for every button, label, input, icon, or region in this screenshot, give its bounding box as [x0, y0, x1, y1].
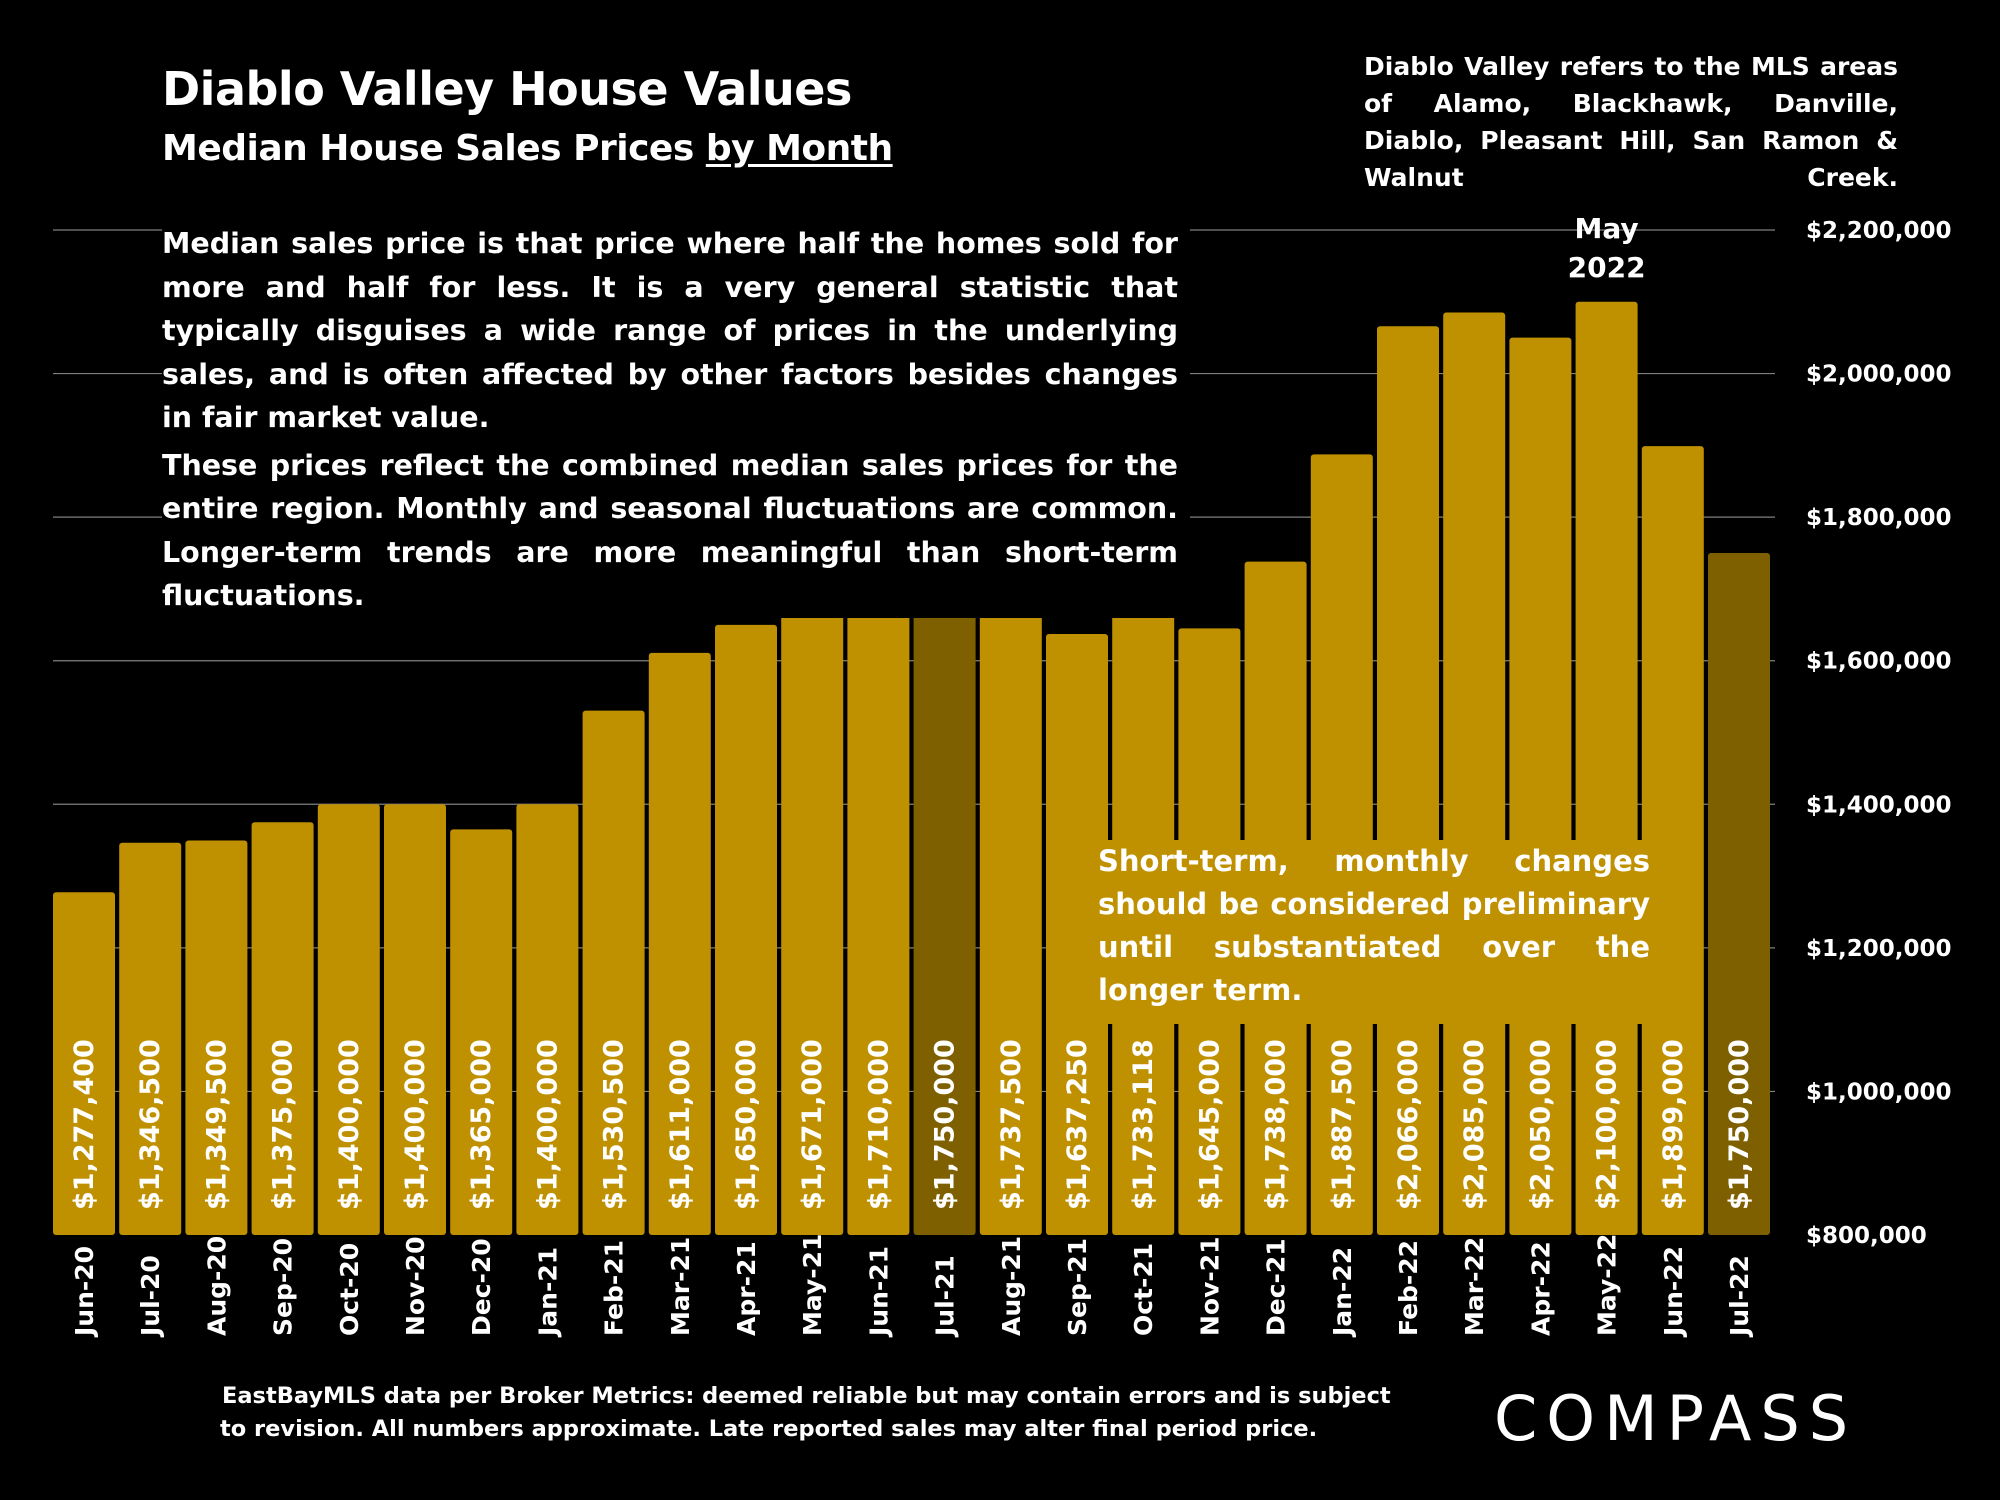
bar: [317, 804, 380, 1235]
bar-value-label: $2,100,000: [1592, 1039, 1623, 1210]
bar-value-label: $1,400,000: [532, 1039, 563, 1210]
x-tick-label: Jun-22: [1659, 1246, 1688, 1338]
x-tick-label: Jul-20: [136, 1255, 165, 1338]
bar-value-label: $1,710,000: [863, 1039, 894, 1210]
y-tick-label: $2,200,000: [1806, 218, 1952, 244]
x-tick-label: Sep-20: [269, 1238, 298, 1336]
bar: [1046, 633, 1108, 1235]
x-tick-label: Aug-21: [997, 1236, 1026, 1336]
bar: [1641, 446, 1704, 1235]
x-tick-label: Apr-22: [1526, 1241, 1555, 1336]
y-tick-label: $2,000,000: [1806, 362, 1952, 388]
bar-value-label: $1,400,000: [334, 1039, 365, 1210]
bar-value-label: $2,050,000: [1525, 1039, 1556, 1210]
bar: [53, 892, 115, 1235]
bar-value-label: $1,750,000: [1724, 1039, 1755, 1210]
x-tick-label: Dec-20: [467, 1238, 496, 1336]
bar: [516, 804, 579, 1235]
bar-value-label: $1,530,500: [599, 1039, 630, 1210]
bar-value-label: $1,637,250: [1062, 1039, 1093, 1210]
y-tick-label: $1,800,000: [1806, 505, 1952, 531]
footnote-line-1: EastBayMLS data per Broker Metrics: deem…: [222, 1383, 1391, 1409]
x-tick-label: May-22: [1593, 1234, 1622, 1336]
bar-value-label: $1,346,500: [135, 1039, 166, 1210]
y-tick-label: $1,400,000: [1806, 792, 1952, 818]
bar-value-label: $1,650,000: [731, 1039, 762, 1210]
bar: [648, 652, 711, 1235]
callout-line: May: [1575, 212, 1639, 245]
x-tick-label: May-21: [798, 1234, 827, 1336]
bar-value-label: $1,365,000: [466, 1039, 497, 1210]
x-tick-label: Jan-21: [533, 1247, 562, 1338]
x-tick-label: Apr-21: [732, 1241, 761, 1336]
bar: [715, 624, 777, 1235]
bar: [251, 822, 314, 1235]
may-2022-callout: May 2022: [1568, 212, 1646, 284]
x-tick-label: Jul-21: [931, 1255, 960, 1338]
bar: [384, 804, 446, 1235]
chart-subtitle: Median House Sales Prices by Month: [162, 128, 893, 169]
area-definition-note: Diablo Valley refers to the MLS areas of…: [1364, 52, 1898, 192]
bar-value-label: $1,733,118: [1128, 1039, 1159, 1210]
bar: [781, 609, 844, 1235]
bar-value-label: $1,349,500: [201, 1039, 232, 1210]
bar-value-label: $1,738,000: [1261, 1039, 1292, 1210]
y-tick-label: $1,200,000: [1806, 936, 1952, 962]
x-tick-label: Oct-21: [1129, 1243, 1158, 1336]
compass-logo-text: COMPASS: [1494, 1382, 1857, 1452]
bar: [1708, 553, 1770, 1235]
subtitle-prefix: Median House Sales Prices: [162, 128, 694, 169]
explanation-paragraph-2: These prices reflect the combined median…: [162, 448, 1178, 613]
bar-value-label: $1,400,000: [400, 1039, 431, 1210]
x-tick-label: Sep-21: [1063, 1238, 1092, 1336]
bar-value-label: $1,887,500: [1327, 1039, 1358, 1210]
bar: [913, 553, 976, 1235]
subtitle-by-month: by Month: [705, 128, 893, 169]
source-footnote: EastBayMLS data per Broker Metrics: deem…: [220, 1380, 1391, 1446]
bar-value-label: $1,277,400: [69, 1039, 100, 1210]
bar: [582, 710, 645, 1235]
bar: [119, 842, 182, 1235]
bar-value-label: $1,611,000: [665, 1039, 696, 1210]
bar-value-label: $1,899,000: [1658, 1039, 1689, 1210]
y-axis-tick-labels: $800,000 $1,000,000 $1,200,000 $1,400,000 $1…: [1806, 218, 1952, 1249]
x-tick-label: Jul-22: [1725, 1255, 1754, 1338]
bar-value-label: $1,750,000: [930, 1039, 961, 1210]
x-tick-label: Nov-21: [1195, 1236, 1224, 1336]
bar-value-label: $2,085,000: [1459, 1039, 1490, 1210]
x-tick-label: Feb-21: [600, 1240, 629, 1336]
median-explanation: Median sales price is that price where h…: [162, 222, 1190, 618]
compass-logo: COMPASS: [1494, 1382, 1857, 1452]
bar-value-label: $1,737,500: [996, 1039, 1027, 1210]
y-tick-label: $1,600,000: [1806, 649, 1952, 675]
x-axis-tick-labels: Jun-20 Jul-20 Aug-20 Sep-20 Oct-20 Nov-20 Dec-…: [70, 1234, 1754, 1338]
bar-value-label: $1,375,000: [268, 1039, 299, 1210]
chart-title: Diablo Valley House Values: [162, 62, 852, 116]
footnote-line-2: to revision. All numbers approximate. La…: [220, 1416, 1318, 1442]
x-tick-label: Jun-20: [70, 1246, 99, 1338]
x-tick-label: Aug-20: [202, 1236, 231, 1336]
bar: [847, 581, 910, 1235]
explanation-paragraph-1: Median sales price is that price where h…: [162, 227, 1178, 434]
bars: $1,277,400 $1,346,500 $1,349,500 $1,375,000…: [53, 301, 1770, 1236]
x-tick-label: Mar-21: [666, 1237, 695, 1336]
y-tick-label: $1,000,000: [1806, 1079, 1952, 1105]
bar: [185, 840, 248, 1235]
bar: [450, 829, 513, 1235]
short-term-note: Short-term, monthly changes should be co…: [1098, 840, 1650, 1024]
x-tick-label: Jun-21: [864, 1246, 893, 1338]
x-tick-label: Dec-21: [1262, 1238, 1291, 1336]
x-tick-label: Nov-20: [401, 1236, 430, 1336]
bar-value-label: $2,066,000: [1393, 1039, 1424, 1210]
bar: [979, 562, 1042, 1235]
x-tick-label: Jan-22: [1328, 1247, 1357, 1338]
bar-value-label: $1,671,000: [797, 1039, 828, 1210]
y-tick-label: $800,000: [1806, 1223, 1927, 1249]
bar-value-label: $1,645,000: [1194, 1039, 1225, 1210]
x-tick-label: Oct-20: [335, 1243, 364, 1336]
x-tick-label: Feb-22: [1394, 1240, 1423, 1336]
x-tick-label: Mar-22: [1460, 1237, 1489, 1336]
callout-line: 2022: [1568, 251, 1646, 284]
